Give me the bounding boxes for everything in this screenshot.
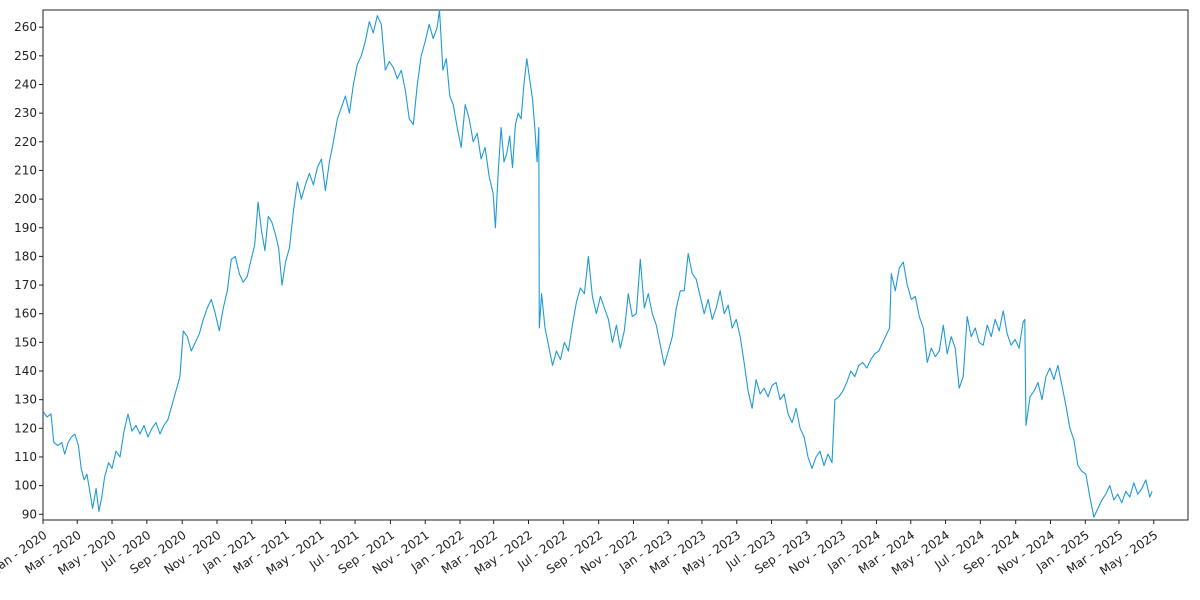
y-tick-label: 150	[14, 335, 37, 349]
y-tick-label: 120	[14, 421, 37, 435]
y-tick-label: 100	[14, 479, 37, 493]
y-axis: 90 100 110 120 130 140 150 160 170 180 190 200 210 22…	[14, 20, 43, 521]
y-tick-label: 200	[14, 192, 37, 206]
y-tick-label: 230	[14, 106, 37, 120]
plot-area	[42, 9, 1189, 521]
plot-frame	[42, 9, 1189, 521]
y-tick-label: 170	[14, 278, 37, 292]
y-tick-label: 160	[14, 307, 37, 321]
y-tick-label: 110	[14, 450, 37, 464]
y-tick-label: 220	[14, 135, 37, 149]
y-tick-label: 210	[14, 163, 37, 177]
y-tick-label: 240	[14, 77, 37, 91]
series-layer	[42, 9, 1153, 518]
y-tick-label: 130	[14, 393, 37, 407]
y-tick-label: 260	[14, 20, 37, 34]
y-tick-label: 180	[14, 249, 37, 263]
y-tick-label: 90	[22, 507, 37, 521]
y-tick-label: 190	[14, 221, 37, 235]
y-tick-label: 140	[14, 364, 37, 378]
series-line-0	[42, 9, 1153, 518]
y-tick-label: 250	[14, 49, 37, 63]
